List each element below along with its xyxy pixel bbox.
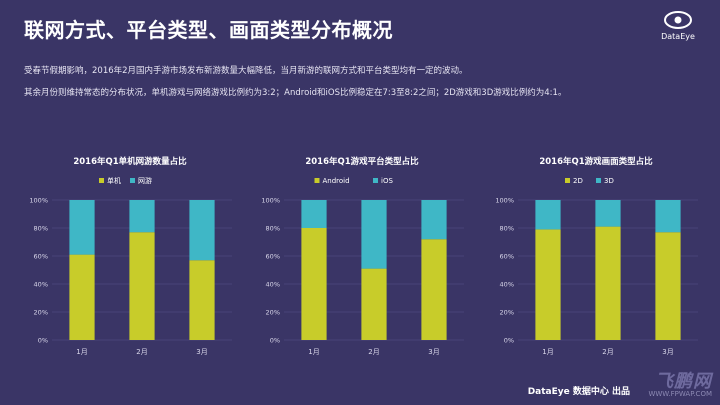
bar-segment — [535, 229, 561, 340]
bar-segment — [535, 200, 561, 230]
y-tick-label: 80% — [266, 225, 280, 233]
x-tick-label: 3月 — [662, 348, 673, 356]
eye-logo-icon — [664, 11, 692, 29]
legend-label: Android — [323, 177, 350, 185]
legend-label: 单机 — [107, 176, 121, 185]
y-tick-label: 40% — [266, 281, 280, 289]
x-tick-label: 3月 — [196, 348, 207, 356]
chart-title: 2016年Q1单机网游数量占比 — [73, 156, 187, 167]
logo-text: DataEye — [661, 32, 695, 41]
bar-segment — [301, 200, 327, 228]
legend-swatch — [130, 178, 135, 183]
legend-swatch — [373, 178, 378, 183]
bar-segment — [595, 226, 621, 340]
bar-segment — [655, 200, 681, 233]
bar-segment — [361, 268, 387, 340]
legend-label: 3D — [604, 177, 614, 185]
x-tick-label: 2月 — [368, 348, 379, 356]
watermark-brand: 飞鹏网 — [655, 370, 712, 392]
y-tick-label: 80% — [500, 225, 514, 233]
legend-swatch — [99, 178, 104, 183]
chart-title: 2016年Q1游戏画面类型占比 — [539, 156, 653, 167]
y-tick-label: 100% — [261, 197, 280, 205]
summary-paragraph-1: 受春节假期影响，2016年2月国内手游市场发布新游数量大幅降低，当月新游的联网方… — [24, 66, 468, 76]
y-tick-label: 20% — [266, 309, 280, 317]
summary-paragraph-2: 其余月份则维持常态的分布状况，单机游戏与网络游戏比例约为3:2；Android和… — [24, 88, 567, 98]
bar-segment — [69, 200, 95, 255]
bar-segment — [189, 260, 215, 340]
x-tick-label: 2月 — [136, 348, 147, 356]
y-tick-label: 100% — [29, 197, 48, 205]
y-tick-label: 100% — [495, 197, 514, 205]
bar-segment — [655, 232, 681, 340]
watermark-url: WWW.FPWAP.COM — [648, 390, 712, 399]
chart-title: 2016年Q1游戏平台类型占比 — [305, 156, 419, 167]
footer-credit: DataEye 数据中心 出品 — [527, 387, 630, 397]
bar-segment — [69, 254, 95, 340]
legend-swatch — [596, 178, 601, 183]
y-tick-label: 60% — [500, 253, 514, 261]
chart-platform: 2016年Q1游戏平台类型占比 Android iOS 0% 20% 40% 60% 80% 1… — [261, 156, 464, 356]
dataeye-logo: DataEye — [654, 10, 702, 46]
y-tick-label: 80% — [34, 225, 48, 233]
chart-panel-graphics: 2016年Q1游戏画面类型占比 2D 3D 0% 20% 40% 60% 80% 100% 1月 2… — [486, 150, 706, 365]
bar-segment — [189, 200, 215, 261]
legend-label: 网游 — [138, 176, 152, 185]
chart-panel-online-mode: 2016年Q1单机网游数量占比单机 网游 0% 20% 40% 60% 80% 100% 1月 2… — [20, 150, 240, 365]
legend-swatch — [565, 178, 570, 183]
chart-panel-platform: 2016年Q1游戏平台类型占比 Android iOS 0% 20% 40% 60% 80% 1… — [252, 150, 472, 365]
site-watermark: 飞鹏网 WWW.FPWAP.COM — [648, 370, 712, 399]
bar-segment — [361, 200, 387, 269]
y-tick-label: 20% — [500, 309, 514, 317]
y-tick-label: 0% — [504, 337, 514, 345]
y-tick-label: 0% — [38, 337, 48, 345]
y-tick-label: 60% — [34, 253, 48, 261]
bar-segment — [421, 239, 447, 340]
bar-segment — [301, 228, 327, 340]
bar-segment — [421, 200, 447, 240]
bar-segment — [129, 232, 155, 340]
x-tick-label: 3月 — [428, 348, 439, 356]
legend-label: iOS — [381, 177, 393, 185]
y-tick-label: 20% — [34, 309, 48, 317]
y-tick-label: 60% — [266, 253, 280, 261]
y-tick-label: 0% — [270, 337, 280, 345]
x-tick-label: 1月 — [308, 348, 319, 356]
legend-swatch — [314, 178, 320, 183]
chart-graphics: 2016年Q1游戏画面类型占比 2D 3D 0% 20% 40% 60% 80% 100% 1月 2… — [495, 156, 698, 356]
x-tick-label: 1月 — [76, 348, 87, 356]
y-tick-label: 40% — [500, 281, 514, 289]
slide-title: 联网方式、平台类型、画面类型分布概况 — [24, 18, 393, 42]
bar-segment — [595, 200, 621, 227]
y-tick-label: 40% — [34, 281, 48, 289]
bar-segment — [129, 200, 155, 233]
legend-label: 2D — [573, 177, 583, 185]
x-tick-label: 2月 — [602, 348, 613, 356]
x-tick-label: 1月 — [542, 348, 553, 356]
